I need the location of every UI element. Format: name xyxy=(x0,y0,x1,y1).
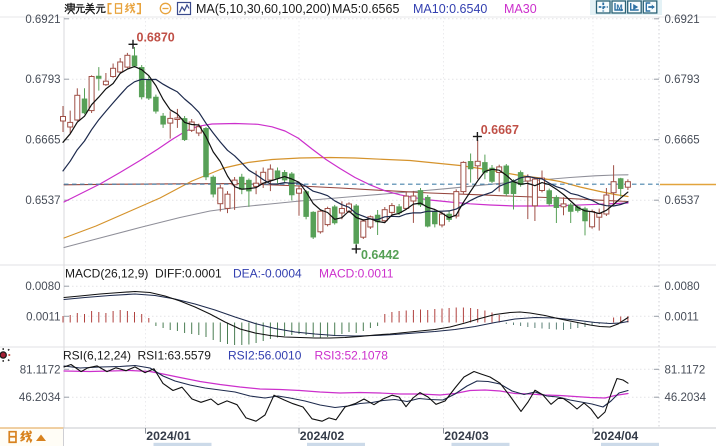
svg-text:DEA:-0.0004: DEA:-0.0004 xyxy=(233,267,302,281)
svg-text:0.0011: 0.0011 xyxy=(665,311,699,323)
svg-text:46.2034: 46.2034 xyxy=(19,392,61,404)
svg-text:0.0080: 0.0080 xyxy=(665,281,700,293)
svg-text:RSI1:63.5579: RSI1:63.5579 xyxy=(138,349,212,363)
svg-text:0.6921: 0.6921 xyxy=(665,14,700,26)
svg-text:MA(5,10,30,60,100,200): MA(5,10,30,60,100,200) xyxy=(196,2,331,16)
svg-text:0.6537: 0.6537 xyxy=(25,195,60,207)
svg-text:0.6537: 0.6537 xyxy=(665,195,700,207)
svg-text:MA10:0.6540: MA10:0.6540 xyxy=(413,2,487,16)
svg-text:2024/01: 2024/01 xyxy=(146,429,191,443)
svg-text:RSI(6,12,24): RSI(6,12,24) xyxy=(63,349,131,363)
svg-text:0.6442: 0.6442 xyxy=(361,248,399,262)
svg-text:0.6921: 0.6921 xyxy=(25,14,60,26)
svg-text:0.0011: 0.0011 xyxy=(26,311,60,323)
svg-text:81.1172: 81.1172 xyxy=(20,364,61,376)
svg-text:M: M xyxy=(616,3,622,12)
svg-text:81.1172: 81.1172 xyxy=(665,364,706,376)
svg-text:MA30: MA30 xyxy=(504,2,537,16)
svg-text:0.6793: 0.6793 xyxy=(665,74,700,86)
svg-text:RSI3:52.1078: RSI3:52.1078 xyxy=(315,349,389,363)
svg-text:DIFF:0.0001: DIFF:0.0001 xyxy=(155,267,222,281)
svg-text:0.6667: 0.6667 xyxy=(481,123,519,137)
svg-text:MACD(26,12,9): MACD(26,12,9) xyxy=(65,267,148,281)
svg-text:0.6793: 0.6793 xyxy=(25,74,60,86)
svg-text:0.6870: 0.6870 xyxy=(137,31,175,45)
svg-text:RSI2:56.0010: RSI2:56.0010 xyxy=(228,349,302,363)
svg-text:2024/02: 2024/02 xyxy=(300,429,345,443)
svg-text:2024/03: 2024/03 xyxy=(444,429,489,443)
svg-text:0.0080: 0.0080 xyxy=(25,281,60,293)
svg-text:2024/04: 2024/04 xyxy=(594,429,639,443)
svg-text:0.6665: 0.6665 xyxy=(25,135,60,147)
svg-text:0.6665: 0.6665 xyxy=(665,135,700,147)
svg-text:MA5:0.6565: MA5:0.6565 xyxy=(332,2,399,16)
svg-text:46.2034: 46.2034 xyxy=(665,392,707,404)
svg-text:MACD:0.0011: MACD:0.0011 xyxy=(319,267,394,281)
